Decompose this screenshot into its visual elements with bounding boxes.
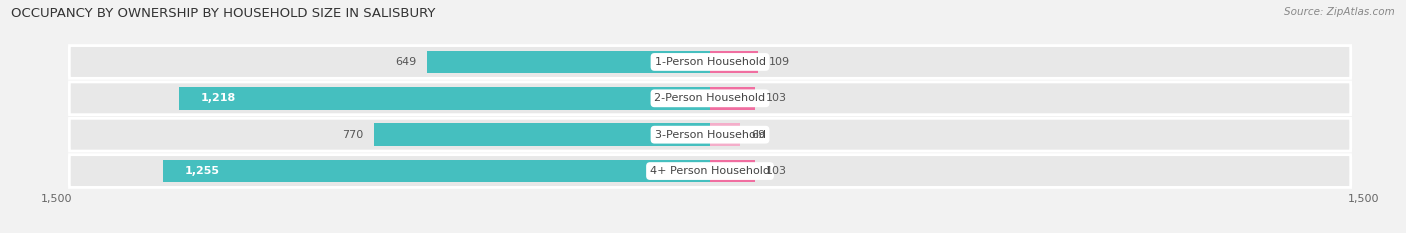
Text: 1,255: 1,255 (184, 166, 219, 176)
Text: 69: 69 (751, 130, 765, 140)
Text: 2-Person Household: 2-Person Household (654, 93, 766, 103)
Text: 109: 109 (769, 57, 790, 67)
Bar (427, 51, 710, 73)
Text: 649: 649 (395, 57, 416, 67)
Text: 3-Person Household: 3-Person Household (655, 130, 765, 140)
Bar (163, 160, 710, 182)
Bar (179, 87, 710, 110)
Bar (374, 123, 710, 146)
Text: OCCUPANCY BY OWNERSHIP BY HOUSEHOLD SIZE IN SALISBURY: OCCUPANCY BY OWNERSHIP BY HOUSEHOLD SIZE… (11, 7, 436, 20)
Bar (710, 160, 755, 182)
FancyBboxPatch shape (69, 155, 1351, 187)
Text: 770: 770 (342, 130, 364, 140)
Text: 103: 103 (766, 93, 787, 103)
Bar (710, 123, 740, 146)
Bar (710, 87, 755, 110)
FancyBboxPatch shape (69, 46, 1351, 78)
Text: 1-Person Household: 1-Person Household (655, 57, 765, 67)
Text: Source: ZipAtlas.com: Source: ZipAtlas.com (1284, 7, 1395, 17)
Text: 1,218: 1,218 (201, 93, 236, 103)
FancyBboxPatch shape (69, 118, 1351, 151)
FancyBboxPatch shape (69, 82, 1351, 115)
Bar (710, 51, 758, 73)
Text: 103: 103 (766, 166, 787, 176)
Text: 4+ Person Household: 4+ Person Household (650, 166, 770, 176)
